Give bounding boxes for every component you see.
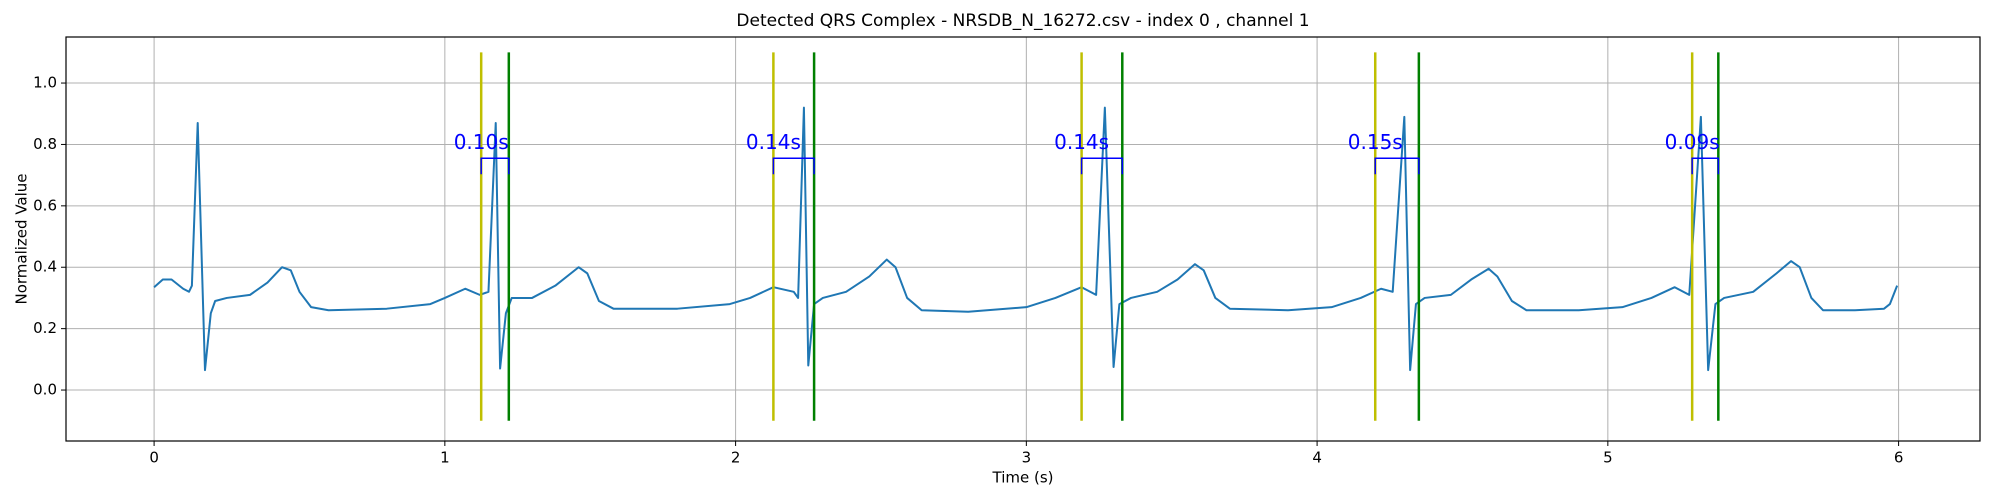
plot-area [153,52,1899,421]
duration-label: 0.15s [1348,130,1403,154]
x-tick-label: 1 [440,449,450,467]
x-axis-label: Time (s) [992,469,1054,487]
duration-bracket [1691,157,1720,175]
signal-line [153,106,1899,372]
y-axis-label: Normalized Value [13,173,31,304]
grid [66,37,1980,441]
y-tick-label: 0.0 [33,381,57,399]
x-tick-label: 3 [1022,449,1032,467]
duration-bracket [1374,157,1420,175]
x-tick-label: 6 [1894,449,1904,467]
chart-title: Detected QRS Complex - NRSDB_N_16272.csv… [736,11,1309,31]
x-tick-label: 5 [1603,449,1613,467]
y-tick-label: 1.0 [33,74,57,92]
y-tick-label: 0.4 [33,258,57,276]
duration-label: 0.09s [1665,130,1720,154]
x-tick-label: 4 [1312,449,1322,467]
duration-label: 0.14s [1054,130,1109,154]
y-tick-label: 0.6 [33,196,57,214]
y-tick-label: 0.2 [33,319,57,337]
y-tick-label: 0.8 [33,135,57,153]
axes-frame [65,36,1981,442]
duration-label: 0.10s [454,130,509,154]
duration-bracket [1080,157,1124,175]
x-tick-label: 0 [149,449,159,467]
x-tick-label: 2 [731,449,741,467]
duration-bracket [480,157,510,175]
duration-label: 0.14s [746,130,801,154]
duration-bracket [772,157,815,175]
